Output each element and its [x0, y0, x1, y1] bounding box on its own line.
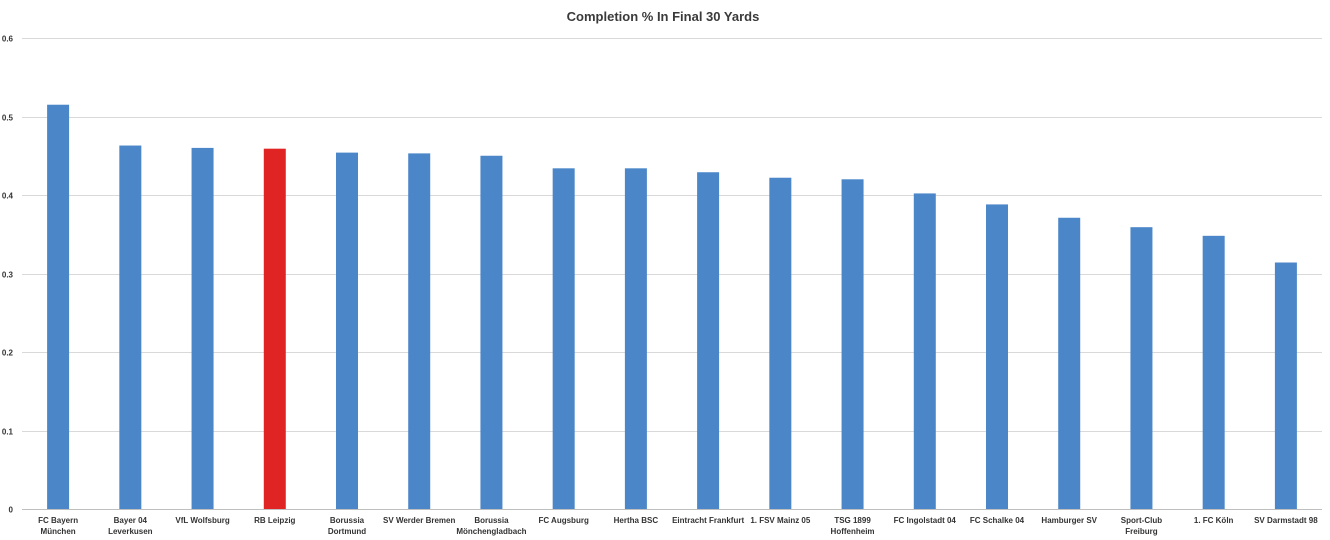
y-tick-label: 0 — [9, 506, 14, 515]
x-tick-label: 1. FSV Mainz 05 — [750, 516, 811, 525]
bar — [1058, 217, 1081, 509]
x-tick-label: FC Augsburg — [538, 516, 588, 525]
y-axis-ticks: 0 0.1 0.2 0.3 0.4 0.5 0.6 — [2, 35, 14, 515]
bar — [47, 104, 70, 509]
bar — [552, 168, 575, 509]
x-tick-label: Eintracht Frankfurt — [672, 516, 744, 525]
x-tick-label: Borussia Mönchengladbach — [456, 516, 526, 536]
x-tick-label: SV Darmstadt 98 — [1254, 516, 1318, 525]
y-tick-label: 0.3 — [2, 271, 14, 280]
bar — [697, 172, 720, 510]
x-tick-label: Hamburger SV — [1041, 516, 1097, 525]
bar — [408, 153, 431, 509]
x-tick-label: Sport-Club Freiburg — [1121, 516, 1162, 536]
bar — [1274, 262, 1297, 509]
bar — [1130, 227, 1153, 509]
x-tick-label: VfL Wolfsburg — [175, 516, 229, 525]
y-tick-label: 0.5 — [2, 114, 14, 123]
bar — [263, 148, 286, 509]
chart-title: Completion % In Final 30 Yards — [567, 9, 760, 24]
x-tick-label: Bayer 04 Leverkusen — [108, 516, 153, 536]
gridlines — [22, 38, 1322, 510]
bar — [913, 193, 936, 509]
bar — [336, 152, 358, 510]
y-tick-label: 0.2 — [2, 349, 14, 358]
bar — [119, 145, 142, 510]
x-tick-label: RB Leipzig — [254, 516, 295, 525]
x-tick-label: SV Werder Bremen — [383, 516, 455, 525]
bar — [769, 177, 792, 510]
x-tick-label: FC Schalke 04 — [970, 516, 1025, 525]
bar — [480, 155, 503, 509]
x-axis-ticks: FC Bayern München Bayer 04 Leverkusen VfL Wo… — [38, 516, 1318, 536]
y-tick-label: 0.6 — [2, 35, 14, 44]
bar — [191, 147, 214, 509]
bar — [1202, 235, 1225, 509]
x-tick-label: FC Bayern München — [38, 516, 78, 536]
x-tick-label: FC Ingolstadt 04 — [894, 516, 957, 525]
y-tick-label: 0.4 — [2, 192, 14, 201]
bar — [624, 168, 647, 509]
x-tick-label: 1. FC Köln — [1194, 516, 1234, 525]
bar — [841, 179, 864, 510]
bars — [47, 104, 1297, 510]
bar — [986, 204, 1008, 510]
x-tick-label: Borussia Dortmund — [328, 516, 366, 536]
x-tick-label: Hertha BSC — [614, 516, 659, 525]
y-tick-label: 0.1 — [2, 428, 14, 437]
x-tick-label: TSG 1899 Hoffenheim — [831, 516, 875, 536]
